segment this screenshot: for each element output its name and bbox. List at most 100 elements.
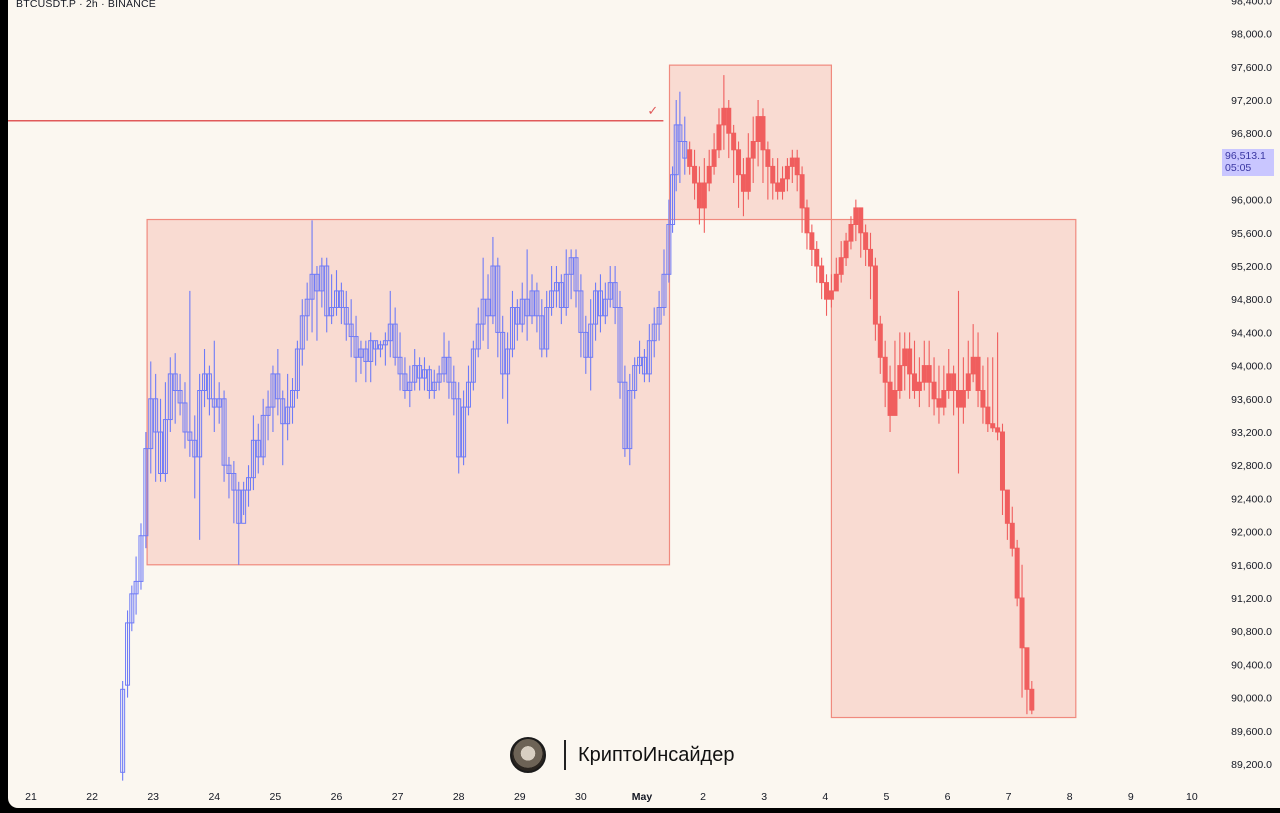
candle-bull [275,349,281,416]
candle-body [417,365,423,379]
candle-bull [495,257,501,358]
price-axis-label: 97,200.0 [1231,95,1272,107]
candle-bull [402,357,408,399]
candle-bull [627,373,633,466]
time-axis-label: 4 [822,791,828,803]
candle-bull [353,315,359,383]
candle-body [231,473,237,491]
candle-bear [721,75,727,150]
candle-bear [975,332,981,408]
candle-body [882,356,888,383]
candle-bull [255,423,261,474]
candle-bear [995,332,1001,441]
candle-bull [646,324,652,383]
candle-body [602,298,608,317]
candle-body [294,348,300,391]
candle-body [995,427,1001,433]
candle-body [382,340,388,346]
candle-bear [740,158,746,217]
candle-bull [304,282,310,341]
candle-body [999,431,1005,491]
candle-body [799,174,805,209]
price-chart[interactable]: ✓ 89,200.0 89,600.0 90,000.0 90,400.0 90,800… [8,0,1280,808]
candle-bull [426,365,432,399]
candle-body [255,439,261,458]
candle-bull [641,349,647,383]
price-axis-label: 91,200.0 [1231,593,1272,605]
current-price-value: 96,513.1 [1225,150,1266,162]
candle-bull [431,369,437,399]
candle-body [951,373,957,391]
candle-body [804,207,810,234]
candle-bull [617,290,623,399]
candle-bull [231,461,237,524]
candle-bull [294,340,300,399]
price-axis-label: 98,000.0 [1231,29,1272,41]
time-axis-label: 27 [392,791,404,803]
candle-bull [666,199,672,283]
candle-body [677,124,683,143]
candle-bear [804,199,810,250]
candle-body [197,390,203,458]
candle-bull [270,365,276,432]
candle-bear [716,108,722,159]
candle-bull [549,266,555,316]
candle-body [1029,688,1035,711]
range-zone-top [668,64,833,221]
candle-body [843,240,849,259]
candle-bull [412,349,418,391]
candle-bull [172,353,178,424]
price-axis[interactable]: 89,200.0 89,600.0 90,000.0 90,400.0 90,800.0… [1231,0,1272,771]
candle-bear [848,216,854,250]
candle-bear [926,340,932,408]
candle-bull [182,382,188,449]
candle-body [129,593,135,624]
candle-body [731,132,737,151]
candle-body [167,373,173,421]
candle-body [863,232,869,250]
candle-bull [148,361,154,474]
time-axis-label: 2 [700,791,706,803]
candle-bull [260,398,266,466]
candle-body [916,381,922,392]
candle-body [309,273,315,300]
candle-bull [368,332,374,383]
candle-bear [872,257,878,341]
time-axis-label: 30 [575,791,587,803]
candle-body [1014,547,1020,599]
candle-body [402,373,408,391]
candle-body [353,336,359,358]
symbol-title: BTCUSDT.P · 2h · BINANCE [16,0,156,10]
time-axis[interactable]: 21 22 23 24 25 26 27 28 29 30 May 2 3 4 5 6 7 8 9 10 [25,791,1198,803]
candle-body [877,323,883,358]
avatar-portrait-icon [510,737,546,773]
watermark: КриптоИнсайдер [510,736,734,774]
candle-body [985,406,991,425]
candle-body [549,290,555,308]
candle-bear [960,357,966,424]
price-axis-label: 97,600.0 [1231,62,1272,74]
candle-bear [877,315,883,374]
candle-bear [828,274,834,308]
candle-bull [197,373,203,540]
candle-body [651,323,657,342]
candle-bull [588,299,594,391]
candle-body [172,373,178,391]
candle-bull [656,290,662,341]
candle-body [397,356,403,375]
candle-body [509,307,515,350]
candle-bear [765,141,771,200]
candle-bear [897,332,903,399]
candle-bull [348,299,354,358]
candle-body [670,174,676,225]
candle-bull [216,382,222,424]
candle-bear [745,133,751,200]
candle-bear [819,257,825,300]
candle-body [436,373,442,383]
candle-bear [931,357,937,416]
time-axis-label: May [632,791,653,803]
candle-bear [824,274,830,316]
candle-body [280,398,286,425]
candle-bear [853,199,859,242]
candle-body [632,365,638,392]
